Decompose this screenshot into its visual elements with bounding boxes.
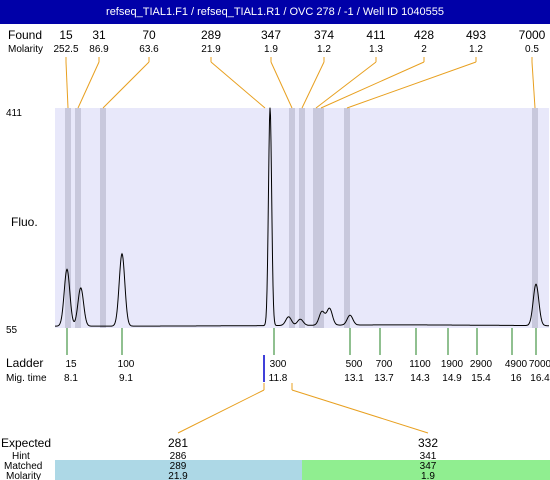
ladder-size: 4900 [505,359,528,370]
found-molarity: 252.5 [53,44,78,55]
ladder-size: 1100 [409,359,431,370]
bottom-molarity-label: Molarity [6,471,41,480]
found-size: 411 [366,28,385,42]
ladder-mig-time: 8.1 [64,373,78,384]
expected-molarity: 1.9 [421,471,435,480]
found-connector [65,61,69,109]
y-tick-min: 55 [6,325,18,336]
found-size: 70 [142,28,156,42]
mig-time-label: Mig. time [6,373,47,384]
ladder-mig-time: 11.8 [269,373,288,384]
hint-label: Hint [12,451,30,462]
matched-label: Matched [4,461,42,472]
ladder-size: 2900 [470,359,493,370]
expected-label: Expected [1,436,51,450]
expected-hint: 286 [170,451,187,462]
found-molarity: 0.5 [525,44,539,55]
expected-size: 332 [418,436,438,450]
found-connector [346,61,477,109]
expected-molarity: 21.9 [168,471,188,480]
found-connector [315,61,377,109]
found-molarity: 1.9 [264,44,278,55]
expected-connector [177,389,265,434]
found-molarity: 1.2 [469,44,483,55]
ladder-mig-time: 16 [510,373,522,384]
found-size: 289 [201,28,221,42]
found-connector [102,61,150,109]
expected-matched: 289 [170,461,187,472]
found-size: 493 [466,28,486,42]
ladder-size: 300 [270,359,287,370]
matched-band-1 [55,460,302,480]
found-band [318,108,324,328]
ladder-size: 15 [65,359,77,370]
found-molarity: 63.6 [139,44,159,55]
found-band [289,108,295,328]
found-molarity: 2 [421,44,427,55]
ladder-size: 500 [346,359,363,370]
found-size: 347 [261,28,281,42]
expected-size: 281 [168,436,188,450]
expected-matched: 347 [420,461,437,472]
found-size: 7000 [519,28,546,42]
ladder-mig-time: 13.7 [374,373,394,384]
matched-band-2 [302,460,550,480]
found-connector [210,61,266,109]
ladder-mig-time: 13.1 [344,373,364,384]
found-band [344,108,350,328]
fluorescence-trace [55,107,549,327]
ladder-mig-time: 15.4 [471,373,491,384]
ladder-size: 7000 [529,359,550,370]
found-size: 428 [414,28,434,42]
found-size: 15 [59,28,73,42]
ladder-mig-time: 14.9 [442,373,462,384]
ladder-size: 700 [376,359,393,370]
found-band [100,108,106,328]
expected-connector [291,389,429,434]
found-band [313,108,319,328]
y-tick-max: 411 [6,108,22,119]
ladder-size: 100 [118,359,135,370]
found-connector [77,61,100,109]
found-molarity: 86.9 [89,44,109,55]
fluo-label: Fluo. [11,215,38,229]
found-band [532,108,538,328]
ladder-label: Ladder [6,356,43,370]
found-connector [270,61,293,109]
ladder-size: 1900 [441,359,464,370]
molarity-label: Molarity [8,44,43,55]
found-size: 374 [314,28,334,42]
found-band [65,108,71,328]
found-connector [320,61,425,109]
found-connector [301,61,325,109]
found-label: Found [8,28,42,42]
found-molarity: 21.9 [201,44,221,55]
found-connector [531,61,536,109]
found-band [299,108,305,328]
found-band [75,108,81,328]
ladder-mig-time: 16.4 [530,373,550,384]
found-molarity: 1.3 [369,44,383,55]
window-title: refseq_TIAL1.F1 / refseq_TIAL1.R1 / OVC … [0,0,550,24]
expected-hint: 341 [420,451,437,462]
found-size: 31 [92,28,106,42]
ladder-mig-time: 14.3 [410,373,430,384]
ladder-mig-time: 9.1 [119,373,133,384]
found-molarity: 1.2 [317,44,331,55]
